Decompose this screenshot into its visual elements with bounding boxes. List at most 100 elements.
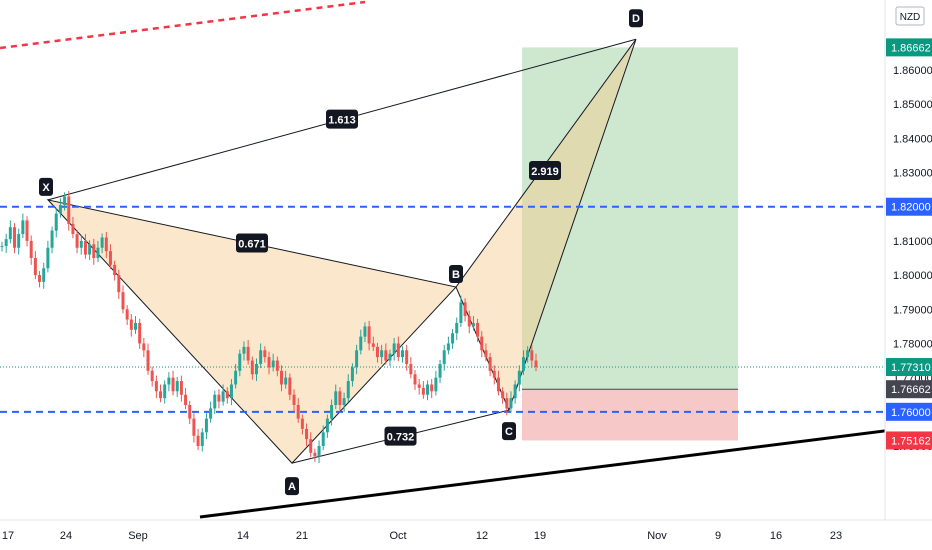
time-tick-label: 19 [534,530,546,542]
currency-label: NZD [900,12,921,23]
point-label-a: A [288,481,296,493]
candle-body [4,239,8,247]
point-label-d-box [629,9,643,28]
candle-body [54,213,58,231]
candle-body [213,394,217,409]
candle-body [534,360,538,368]
candle-body [363,326,367,337]
candle-body [179,381,183,395]
candle-body [296,404,300,419]
candle-body [33,258,37,276]
candle-body [250,360,254,375]
candle-body [192,418,196,436]
candle-body [338,391,342,405]
candle-body [305,428,309,440]
price-badge-box [886,38,932,57]
candle-body [371,343,375,347]
price-badge-box [886,358,932,377]
time-axis-ticks[interactable]: 17 24 Sep 14 21 Oct 12 19 Nov 9 16 23 [2,530,842,542]
candle-body [388,353,392,361]
candle-body [13,227,17,248]
candle-body [288,377,292,395]
time-tick-label: Sep [128,530,148,542]
candle-body [513,384,517,399]
candle-body [92,244,96,258]
candle-body [292,394,296,405]
candle-body [284,377,288,385]
candle-body [413,374,417,385]
candle-body [517,370,521,385]
price-tick-label: 1.81000 [893,236,932,248]
candle-body [159,391,163,399]
candle-body [25,220,29,241]
currency-box[interactable] [895,6,925,26]
candle-body [325,418,329,433]
candle-body [430,384,434,392]
time-tick-label: 14 [237,530,249,542]
candle-body [96,247,100,258]
candle-body [75,234,79,248]
candle-body [229,384,233,399]
candle-body [467,316,471,327]
candle-body [438,363,442,378]
candle-body [238,353,242,371]
candle-body [463,302,467,317]
ratio-label-bd-box [529,161,561,180]
price-badge: 1.82000 [891,202,931,214]
profit-zone[interactable] [522,47,738,390]
candle-body [121,292,125,310]
candle-body [421,387,425,395]
candle-body [8,227,12,240]
candle-body [409,363,413,375]
candle-body [330,404,334,419]
time-tick-label: 23 [830,530,842,542]
pattern-point-labels: X A B C D [39,9,643,496]
support-trendline[interactable] [199,423,932,519]
candle-body [117,275,121,293]
price-badge: 1.86662 [891,42,931,54]
candle-body [380,350,384,358]
point-label-b: B [452,269,460,281]
candle-body [175,381,179,392]
candle-body [342,398,346,405]
candle-body [113,264,117,276]
candle-body [375,346,379,358]
candle-body [142,343,146,351]
candle-body [488,357,492,371]
candle-body [267,357,271,368]
candle-body [42,268,46,282]
ratio-label-xb: 0.671 [238,238,266,250]
point-label-a-box [285,477,299,496]
price-tick-label: 1.85000 [893,99,932,111]
time-tick-label: 17 [2,530,14,542]
candle-body [484,350,488,358]
candle-body [401,350,404,358]
price-badge: 1.77310 [891,362,931,374]
candle-body [392,343,396,354]
candle-body [434,377,438,392]
price-tick-label: 1.79000 [893,304,932,316]
candle-body [476,322,480,337]
candle-body [263,350,267,358]
candle-body [254,363,258,375]
ratio-label-xd: 1.613 [328,115,356,127]
candle-body [275,360,279,371]
candle-body [188,404,192,419]
candle-body [521,357,525,371]
candle-body [125,309,129,320]
candle-body [50,230,54,248]
price-badge-box [886,431,932,450]
candle-body [417,384,421,388]
price-badge: 1.76662 [891,384,931,396]
candle-body [146,350,150,371]
candle-body [196,435,200,446]
candle-body [442,350,446,364]
candle-body [209,408,213,419]
candle-body [88,244,92,255]
loss-zone[interactable] [522,389,738,441]
candle-body [350,367,354,382]
candle-body [171,377,175,392]
candle-body [359,336,363,351]
